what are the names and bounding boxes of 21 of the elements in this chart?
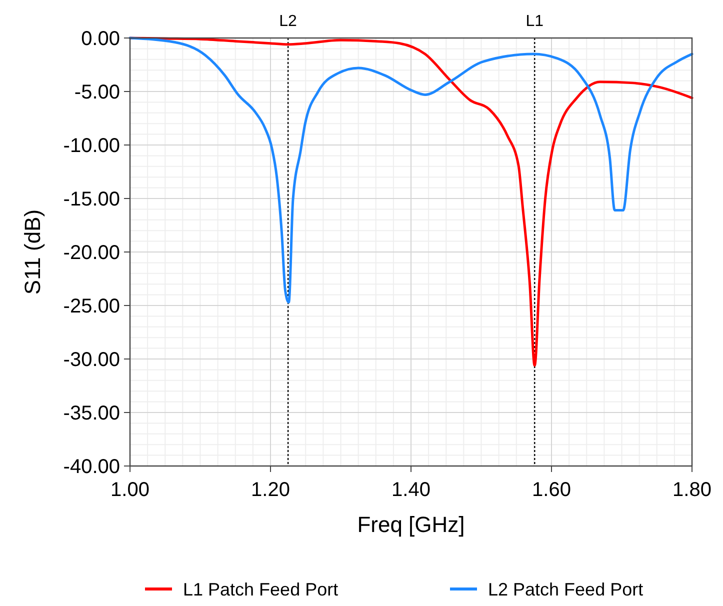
y-tick-label: -20.00 <box>63 242 120 264</box>
x-tick-label: 1.00 <box>110 479 150 501</box>
y-tick-label: 0.00 <box>81 28 120 50</box>
y-tick-label: -15.00 <box>63 188 120 210</box>
y-tick-label: -30.00 <box>63 349 120 371</box>
legend-label: L2 Patch Feed Port <box>488 579 644 600</box>
y-axis-title: S11 (dB) <box>20 209 45 295</box>
y-tick-label: -5.00 <box>74 82 120 104</box>
x-axis-title: Freq [GHz] <box>357 512 465 537</box>
ref-line-label: L1 <box>526 13 544 30</box>
x-tick-label: 1.40 <box>392 479 430 501</box>
y-tick-label: -40.00 <box>63 456 120 478</box>
ref-line-label: L2 <box>279 13 298 30</box>
y-tick-label: -25.00 <box>63 296 120 318</box>
line-series <box>128 36 694 304</box>
x-tick-label: 1.80 <box>672 479 712 501</box>
x-tick-label: 1.60 <box>532 479 571 501</box>
y-tick-label: -10.00 <box>63 135 120 157</box>
legend-label: L1 Patch Feed Port <box>183 579 338 600</box>
y-tick-label: -35.00 <box>63 402 120 424</box>
x-tick-label: 1.20 <box>251 479 290 501</box>
